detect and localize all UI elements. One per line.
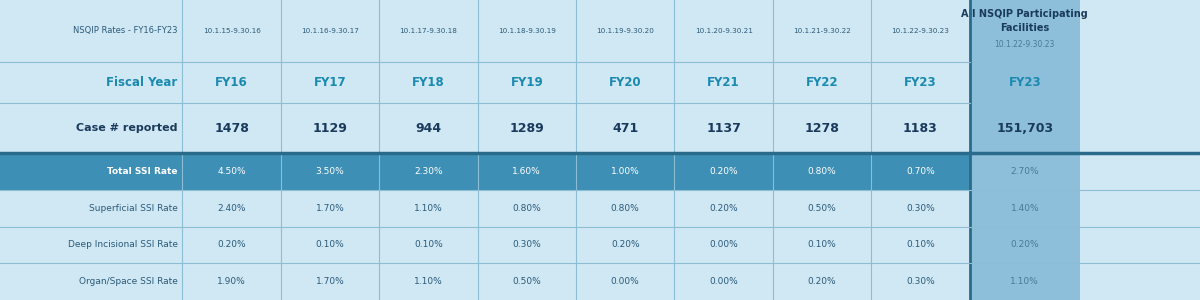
Text: 0.70%: 0.70% bbox=[906, 167, 935, 176]
Text: 1.10%: 1.10% bbox=[414, 204, 443, 213]
Text: FY22: FY22 bbox=[805, 76, 839, 89]
Text: 0.10%: 0.10% bbox=[316, 240, 344, 249]
Text: 4.50%: 4.50% bbox=[217, 167, 246, 176]
Text: 0.20%: 0.20% bbox=[808, 277, 836, 286]
Text: 1.90%: 1.90% bbox=[217, 277, 246, 286]
Text: 1.60%: 1.60% bbox=[512, 167, 541, 176]
Bar bbox=[0, 0, 970, 300]
Text: Fiscal Year: Fiscal Year bbox=[107, 76, 178, 89]
Text: 0.20%: 0.20% bbox=[1010, 240, 1039, 249]
Text: 1.10%: 1.10% bbox=[414, 277, 443, 286]
Text: 2.40%: 2.40% bbox=[217, 204, 246, 213]
Text: 0.30%: 0.30% bbox=[906, 277, 935, 286]
Text: 3.50%: 3.50% bbox=[316, 167, 344, 176]
Text: FY23: FY23 bbox=[1008, 76, 1042, 89]
Text: NSQIP Rates - FY16-FY23: NSQIP Rates - FY16-FY23 bbox=[73, 26, 178, 35]
Text: 0.30%: 0.30% bbox=[512, 240, 541, 249]
Text: 0.80%: 0.80% bbox=[512, 204, 541, 213]
Text: 0.10%: 0.10% bbox=[808, 240, 836, 249]
Text: 10.1.22-9.30.23: 10.1.22-9.30.23 bbox=[892, 28, 949, 34]
Text: 1.00%: 1.00% bbox=[611, 167, 640, 176]
Text: Organ/Space SSI Rate: Organ/Space SSI Rate bbox=[79, 277, 178, 286]
Bar bbox=[970, 0, 1080, 300]
Text: 10.1.15-9.30.16: 10.1.15-9.30.16 bbox=[203, 28, 260, 34]
Text: 0.20%: 0.20% bbox=[611, 240, 640, 249]
Text: Facilities: Facilities bbox=[1000, 23, 1050, 33]
Text: 1.40%: 1.40% bbox=[1010, 204, 1039, 213]
Text: 10.1.19-9.30.20: 10.1.19-9.30.20 bbox=[596, 28, 654, 34]
Text: Deep Incisional SSI Rate: Deep Incisional SSI Rate bbox=[67, 240, 178, 249]
Text: 1278: 1278 bbox=[804, 122, 840, 135]
Text: FY18: FY18 bbox=[412, 76, 445, 89]
Text: FY23: FY23 bbox=[904, 76, 937, 89]
Bar bbox=[0, 153, 970, 190]
Text: 0.80%: 0.80% bbox=[808, 167, 836, 176]
Text: 10.1.22-9.30.23: 10.1.22-9.30.23 bbox=[995, 40, 1055, 49]
Text: Case # reported: Case # reported bbox=[76, 123, 178, 133]
Text: 1183: 1183 bbox=[904, 122, 937, 135]
Text: FY20: FY20 bbox=[608, 76, 642, 89]
Text: 10.1.17-9.30.18: 10.1.17-9.30.18 bbox=[400, 28, 457, 34]
Text: 0.10%: 0.10% bbox=[414, 240, 443, 249]
Text: 0.00%: 0.00% bbox=[709, 240, 738, 249]
Text: 0.50%: 0.50% bbox=[808, 204, 836, 213]
Text: Superficial SSI Rate: Superficial SSI Rate bbox=[89, 204, 178, 213]
Text: 0.50%: 0.50% bbox=[512, 277, 541, 286]
Text: FY17: FY17 bbox=[313, 76, 347, 89]
Text: 2.30%: 2.30% bbox=[414, 167, 443, 176]
Text: Total SSI Rate: Total SSI Rate bbox=[107, 167, 178, 176]
Text: FY19: FY19 bbox=[510, 76, 544, 89]
Text: 151,703: 151,703 bbox=[996, 122, 1054, 135]
Text: 1137: 1137 bbox=[706, 122, 742, 135]
Text: 2.70%: 2.70% bbox=[1010, 167, 1039, 176]
Text: FY16: FY16 bbox=[215, 76, 248, 89]
Text: 10.1.20-9.30.21: 10.1.20-9.30.21 bbox=[695, 28, 752, 34]
Text: 0.20%: 0.20% bbox=[217, 240, 246, 249]
Text: 1289: 1289 bbox=[510, 122, 544, 135]
Text: 471: 471 bbox=[612, 122, 638, 135]
Text: 1129: 1129 bbox=[312, 122, 348, 135]
Text: 1.10%: 1.10% bbox=[1010, 277, 1039, 286]
Text: 0.10%: 0.10% bbox=[906, 240, 935, 249]
Text: 1.70%: 1.70% bbox=[316, 277, 344, 286]
Text: 0.20%: 0.20% bbox=[709, 167, 738, 176]
Text: 0.80%: 0.80% bbox=[611, 204, 640, 213]
Text: All NSQIP Participating: All NSQIP Participating bbox=[961, 8, 1088, 19]
Text: 10.1.21-9.30.22: 10.1.21-9.30.22 bbox=[793, 28, 851, 34]
Text: 10.1.18-9.30.19: 10.1.18-9.30.19 bbox=[498, 28, 556, 34]
Text: 0.30%: 0.30% bbox=[906, 204, 935, 213]
Text: 0.00%: 0.00% bbox=[709, 277, 738, 286]
Text: FY21: FY21 bbox=[707, 76, 740, 89]
Text: 10.1.16-9.30.17: 10.1.16-9.30.17 bbox=[301, 28, 359, 34]
Text: 0.00%: 0.00% bbox=[611, 277, 640, 286]
Text: 1478: 1478 bbox=[214, 122, 250, 135]
Text: 944: 944 bbox=[415, 122, 442, 135]
Text: 0.20%: 0.20% bbox=[709, 204, 738, 213]
Text: 1.70%: 1.70% bbox=[316, 204, 344, 213]
